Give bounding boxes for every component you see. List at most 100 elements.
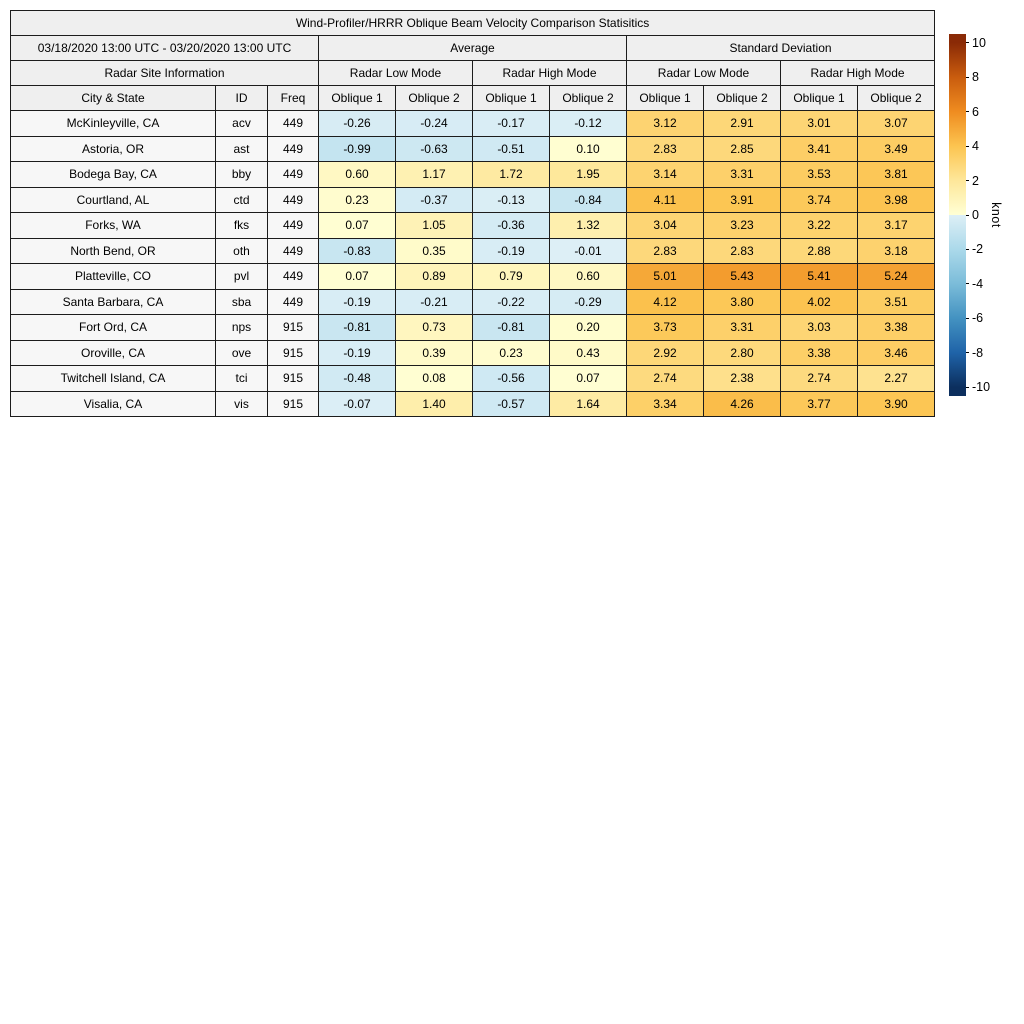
cell-value: -0.37 bbox=[395, 186, 473, 213]
cell-city: Astoria, OR bbox=[10, 135, 216, 162]
table-row: Fort Ord, CA nps 915 -0.81 0.73 -0.81 0.20 3.73… bbox=[10, 314, 936, 341]
cell-value: 3.17 bbox=[856, 212, 936, 239]
colorbar-tick-label: 10 bbox=[972, 35, 986, 50]
cell-value: 3.31 bbox=[703, 161, 781, 188]
cell-value: 0.60 bbox=[318, 161, 396, 188]
cell-freq: 449 bbox=[267, 237, 319, 264]
cell-freq: 449 bbox=[267, 135, 319, 162]
cell-city: North Bend, OR bbox=[10, 237, 216, 264]
table-row: Forks, WA fks 449 0.07 1.05 -0.36 1.32 3.04 3.23… bbox=[10, 212, 936, 239]
stats-table: Wind-Profiler/HRRR Oblique Beam Velocity… bbox=[9, 10, 936, 417]
cell-value: 0.07 bbox=[549, 365, 627, 392]
cell-value: 3.51 bbox=[856, 288, 936, 315]
cell-id: nps bbox=[215, 314, 268, 341]
cell-value: 2.27 bbox=[856, 365, 936, 392]
cell-value: -0.26 bbox=[318, 110, 396, 137]
cell-value: 2.85 bbox=[703, 135, 781, 162]
cell-freq: 915 bbox=[267, 314, 319, 341]
table-row: Oroville, CA ove 915 -0.19 0.39 0.23 0.43 2.92 2… bbox=[10, 339, 936, 366]
cell-freq: 915 bbox=[267, 339, 319, 366]
colorbar-unit-label: knot bbox=[989, 202, 1003, 228]
cell-value: -0.81 bbox=[318, 314, 396, 341]
table-row: Santa Barbara, CA sba 449 -0.19 -0.21 -0.22 -0… bbox=[10, 288, 936, 315]
title-row: Wind-Profiler/HRRR Oblique Beam Velocity… bbox=[9, 10, 936, 36]
cell-value: 3.81 bbox=[856, 161, 936, 188]
cell-value: 5.24 bbox=[856, 263, 936, 290]
colorbar-tick-mark bbox=[966, 214, 969, 216]
cell-id: ast bbox=[215, 135, 268, 162]
cell-city: Platteville, CO bbox=[10, 263, 216, 290]
cell-value: -0.19 bbox=[472, 237, 550, 264]
cell-city: Oroville, CA bbox=[10, 339, 216, 366]
group-header-stddev: Standard Deviation bbox=[625, 35, 936, 61]
table-row: Bodega Bay, CA bby 449 0.60 1.17 1.72 1.95 3.14… bbox=[10, 161, 936, 188]
cell-value: 1.32 bbox=[549, 212, 627, 239]
date-range: 03/18/2020 13:00 UTC - 03/20/2020 13:00 … bbox=[10, 35, 319, 61]
colorbar-tick-mark bbox=[966, 317, 969, 319]
cell-value: 2.74 bbox=[626, 365, 704, 392]
table-row: Visalia, CA vis 915 -0.07 1.40 -0.57 1.64 3.34 4… bbox=[10, 390, 936, 417]
cell-value: 3.01 bbox=[780, 110, 858, 137]
colorbar-gradient bbox=[949, 34, 966, 396]
cell-value: 3.18 bbox=[856, 237, 936, 264]
col-header-oblique1: Oblique 1 bbox=[472, 85, 550, 111]
cell-value: 3.53 bbox=[780, 161, 858, 188]
cell-value: 0.60 bbox=[549, 263, 627, 290]
cell-value: 3.77 bbox=[780, 390, 858, 417]
cell-id: ove bbox=[215, 339, 268, 366]
colorbar-tick-mark bbox=[966, 145, 969, 147]
table-row: McKinleyville, CA acv 449 -0.26 -0.24 -0.17 -0… bbox=[10, 110, 936, 137]
colorbar-tick-mark bbox=[966, 283, 969, 285]
cell-value: 3.03 bbox=[780, 314, 858, 341]
colorbar-tick-mark bbox=[966, 386, 969, 388]
cell-value: 3.91 bbox=[703, 186, 781, 213]
cell-value: -0.29 bbox=[549, 288, 627, 315]
colorbar-tick-label: 8 bbox=[972, 70, 979, 85]
colorbar-tick-label: 0 bbox=[972, 208, 979, 222]
site-info-header: Radar Site Information bbox=[10, 60, 319, 86]
cell-value: 3.80 bbox=[703, 288, 781, 315]
cell-value: -0.84 bbox=[549, 186, 627, 213]
cell-id: sba bbox=[215, 288, 268, 315]
colorbar-tick-mark bbox=[966, 76, 969, 78]
colorbar-tick-mark bbox=[966, 111, 969, 113]
cell-value: 4.02 bbox=[780, 288, 858, 315]
cell-city: Courtland, AL bbox=[10, 186, 216, 213]
table-body: McKinleyville, CA acv 449 -0.26 -0.24 -0.17 -0… bbox=[10, 110, 936, 417]
colorbar-tick-label: -4 bbox=[972, 276, 984, 291]
cell-value: 0.07 bbox=[318, 212, 396, 239]
cell-id: bby bbox=[215, 161, 268, 188]
cell-value: 1.40 bbox=[395, 390, 473, 417]
cell-value: 2.83 bbox=[626, 135, 704, 162]
cell-value: 3.34 bbox=[626, 390, 704, 417]
cell-id: acv bbox=[215, 110, 268, 137]
cell-freq: 449 bbox=[267, 161, 319, 188]
cell-city: Twitchell Island, CA bbox=[10, 365, 216, 392]
cell-freq: 915 bbox=[267, 365, 319, 392]
cell-city: Fort Ord, CA bbox=[10, 314, 216, 341]
cell-value: 1.95 bbox=[549, 161, 627, 188]
cell-value: 0.79 bbox=[472, 263, 550, 290]
cell-value: 3.38 bbox=[856, 314, 936, 341]
cell-id: fks bbox=[215, 212, 268, 239]
cell-value: -0.81 bbox=[472, 314, 550, 341]
cell-value: 2.92 bbox=[626, 339, 704, 366]
col-header-oblique1: Oblique 1 bbox=[626, 85, 704, 111]
cell-value: -0.57 bbox=[472, 390, 550, 417]
cell-value: -0.22 bbox=[472, 288, 550, 315]
cell-value: 3.14 bbox=[626, 161, 704, 188]
cell-value: -0.01 bbox=[549, 237, 627, 264]
table-row: Twitchell Island, CA tci 915 -0.48 0.08 -0.56… bbox=[10, 365, 936, 392]
cell-value: 0.39 bbox=[395, 339, 473, 366]
cell-value: 3.90 bbox=[856, 390, 936, 417]
table-row: Courtland, AL ctd 449 0.23 -0.37 -0.13 -0.84 4.… bbox=[10, 186, 936, 213]
cell-id: ctd bbox=[215, 186, 268, 213]
colorbar-tick-label: 6 bbox=[972, 104, 979, 119]
column-header-row: City & State ID Freq Oblique 1 Oblique 2… bbox=[10, 85, 936, 111]
cell-value: 3.46 bbox=[856, 339, 936, 366]
cell-value: -0.36 bbox=[472, 212, 550, 239]
cell-value: 3.31 bbox=[703, 314, 781, 341]
cell-value: 0.07 bbox=[318, 263, 396, 290]
cell-value: 2.83 bbox=[626, 237, 704, 264]
